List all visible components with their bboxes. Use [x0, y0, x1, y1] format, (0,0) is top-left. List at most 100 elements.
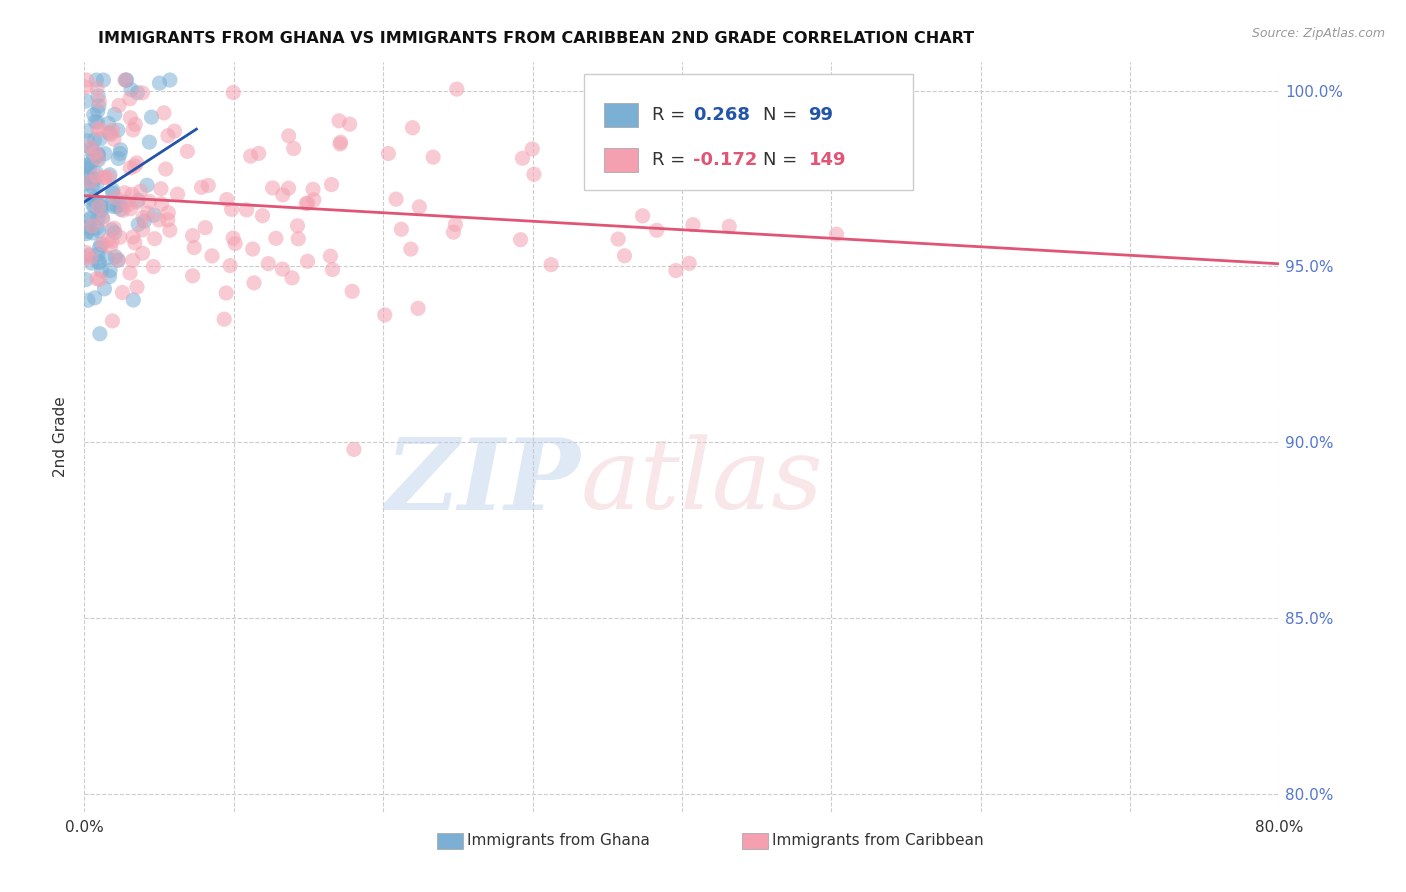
Point — [540, 258, 562, 272]
Point — [222, 231, 245, 245]
Point — [122, 123, 145, 137]
Point — [90, 195, 112, 210]
Point — [239, 149, 262, 163]
Point — [89, 94, 111, 108]
Point — [127, 193, 149, 207]
Point — [295, 196, 318, 211]
Point — [422, 150, 444, 164]
Point — [114, 73, 136, 87]
Text: IMMIGRANTS FROM GHANA VS IMMIGRANTS FROM CARIBBEAN 2ND GRADE CORRELATION CHART: IMMIGRANTS FROM GHANA VS IMMIGRANTS FROM… — [98, 31, 974, 46]
FancyBboxPatch shape — [742, 833, 768, 849]
Point — [321, 262, 343, 277]
Point — [131, 223, 153, 237]
Point — [90, 237, 112, 252]
Point — [114, 194, 136, 209]
Point — [80, 174, 103, 188]
Point — [104, 226, 127, 240]
Point — [134, 214, 156, 228]
Point — [114, 73, 136, 87]
Point — [127, 218, 149, 232]
Point — [86, 73, 108, 87]
Point — [115, 73, 138, 87]
Point — [77, 293, 100, 308]
Point — [87, 99, 110, 113]
Point — [79, 161, 101, 175]
Point — [101, 200, 124, 214]
Point — [443, 225, 465, 239]
Point — [86, 81, 108, 95]
Point — [75, 227, 97, 241]
Point — [215, 285, 238, 300]
Point — [224, 236, 246, 251]
Point — [148, 76, 170, 90]
Point — [121, 187, 143, 202]
Point — [143, 232, 166, 246]
Point — [215, 193, 238, 207]
Point — [76, 158, 98, 172]
Point — [111, 285, 134, 300]
Point — [131, 246, 153, 260]
Point — [252, 209, 274, 223]
Point — [89, 255, 111, 269]
Point — [75, 94, 97, 108]
Point — [522, 142, 544, 156]
Point — [86, 220, 108, 235]
Point — [678, 256, 700, 270]
Point — [339, 117, 361, 131]
FancyBboxPatch shape — [583, 74, 912, 190]
Point — [157, 205, 180, 219]
Point — [107, 123, 129, 137]
Point — [87, 153, 110, 167]
Point — [176, 145, 198, 159]
Point — [100, 197, 122, 211]
Point — [79, 175, 101, 189]
Point — [124, 159, 146, 173]
Point — [75, 245, 97, 260]
Point — [86, 169, 108, 183]
Point — [297, 254, 319, 268]
Point — [75, 170, 97, 185]
Point — [190, 180, 212, 194]
Point — [86, 195, 108, 210]
Point — [118, 92, 141, 106]
Point — [83, 133, 105, 147]
Point — [98, 269, 121, 284]
Point — [93, 170, 115, 185]
Point — [132, 211, 155, 225]
Point — [97, 116, 120, 130]
Point — [96, 251, 118, 265]
Point — [90, 123, 112, 137]
Text: 99: 99 — [808, 106, 834, 124]
FancyBboxPatch shape — [605, 148, 638, 172]
Point — [281, 271, 304, 285]
Text: -0.172: -0.172 — [693, 151, 756, 169]
Point — [86, 104, 108, 119]
Point — [141, 110, 163, 124]
Point — [243, 276, 266, 290]
Point — [163, 124, 186, 138]
Point — [76, 224, 98, 238]
Point — [82, 153, 104, 168]
Point — [159, 223, 181, 237]
Point — [183, 241, 205, 255]
Point — [631, 209, 654, 223]
Point — [77, 248, 100, 262]
Point — [79, 187, 101, 202]
Point — [83, 172, 105, 186]
Point — [94, 170, 117, 185]
Point — [153, 106, 176, 120]
Point — [79, 211, 101, 226]
Point — [80, 256, 103, 270]
Point — [271, 187, 294, 202]
Point — [512, 151, 534, 165]
Point — [221, 202, 243, 217]
Point — [84, 114, 107, 128]
Point — [108, 230, 131, 244]
Point — [87, 148, 110, 162]
Point — [94, 146, 117, 161]
Point — [108, 98, 131, 112]
Point — [107, 252, 129, 267]
Point — [114, 186, 136, 200]
Point — [264, 231, 287, 245]
Point — [194, 220, 217, 235]
